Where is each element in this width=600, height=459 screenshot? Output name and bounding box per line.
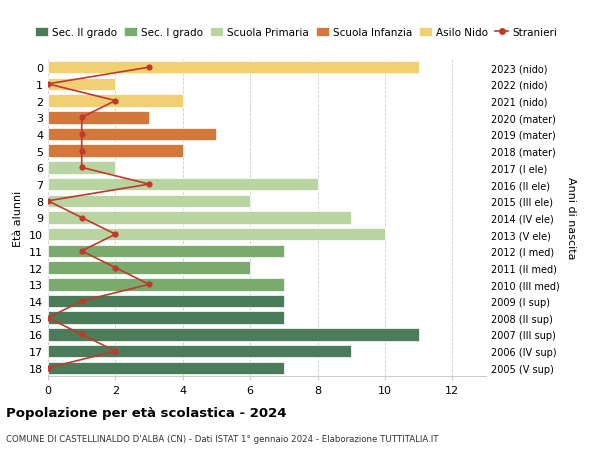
- Bar: [48, 62, 419, 74]
- Point: [144, 281, 154, 288]
- Bar: [48, 229, 385, 241]
- Point: [110, 348, 120, 355]
- Bar: [48, 362, 284, 374]
- Bar: [48, 329, 419, 341]
- Y-axis label: Anni di nascita: Anni di nascita: [566, 177, 576, 259]
- Point: [110, 231, 120, 238]
- Bar: [48, 312, 284, 325]
- Bar: [48, 162, 115, 174]
- Point: [144, 181, 154, 188]
- Bar: [48, 195, 250, 207]
- Point: [43, 364, 53, 372]
- Bar: [48, 279, 284, 291]
- Bar: [48, 262, 250, 274]
- Y-axis label: Età alunni: Età alunni: [13, 190, 23, 246]
- Bar: [48, 345, 351, 358]
- Bar: [48, 112, 149, 124]
- Bar: [48, 145, 183, 157]
- Point: [77, 148, 86, 155]
- Point: [43, 314, 53, 322]
- Bar: [48, 212, 351, 224]
- Bar: [48, 245, 284, 257]
- Bar: [48, 95, 183, 107]
- Point: [77, 248, 86, 255]
- Bar: [48, 129, 217, 141]
- Point: [77, 131, 86, 138]
- Point: [77, 331, 86, 338]
- Point: [43, 198, 53, 205]
- Point: [77, 298, 86, 305]
- Text: COMUNE DI CASTELLINALDO D'ALBA (CN) - Dati ISTAT 1° gennaio 2024 - Elaborazione : COMUNE DI CASTELLINALDO D'ALBA (CN) - Da…: [6, 434, 439, 443]
- Point: [144, 64, 154, 72]
- Point: [77, 114, 86, 122]
- Legend: Sec. II grado, Sec. I grado, Scuola Primaria, Scuola Infanzia, Asilo Nido, Stran: Sec. II grado, Sec. I grado, Scuola Prim…: [31, 24, 561, 42]
- Bar: [48, 295, 284, 308]
- Point: [110, 98, 120, 105]
- Point: [77, 214, 86, 222]
- Bar: [48, 179, 317, 191]
- Bar: [48, 78, 115, 91]
- Point: [110, 264, 120, 272]
- Text: Popolazione per età scolastica - 2024: Popolazione per età scolastica - 2024: [6, 406, 287, 419]
- Point: [77, 164, 86, 172]
- Point: [43, 81, 53, 88]
